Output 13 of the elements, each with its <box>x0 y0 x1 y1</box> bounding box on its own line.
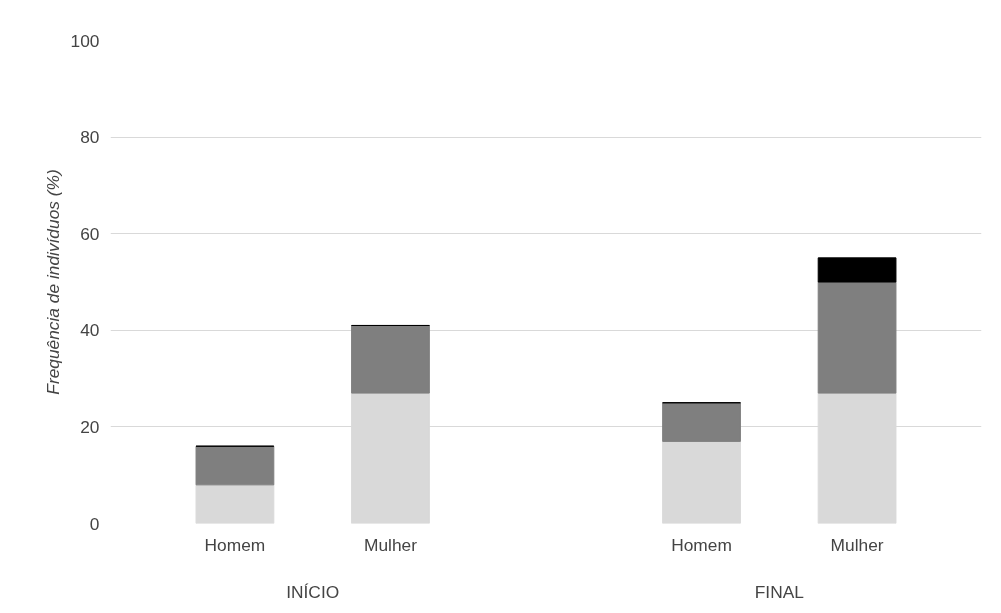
y-tick-label: 60 <box>80 223 100 244</box>
y-tick-label: 100 <box>70 30 100 51</box>
y-tick-label: 40 <box>80 320 100 341</box>
x-tick-label: Mulher <box>363 534 418 555</box>
x-tick-label: Homem <box>204 534 266 555</box>
y-tick-label: 80 <box>80 127 100 148</box>
text: FINAL <box>754 581 805 602</box>
x-tick-label: Homem <box>671 534 732 555</box>
x-tick-label: Mulher <box>830 534 884 555</box>
y-tick-label: 0 <box>89 513 100 534</box>
y-tick-label: 20 <box>80 416 100 437</box>
text: INÍCIO <box>286 581 340 602</box>
y-axis-title: Frequência de indivíduos (%) <box>42 169 63 395</box>
